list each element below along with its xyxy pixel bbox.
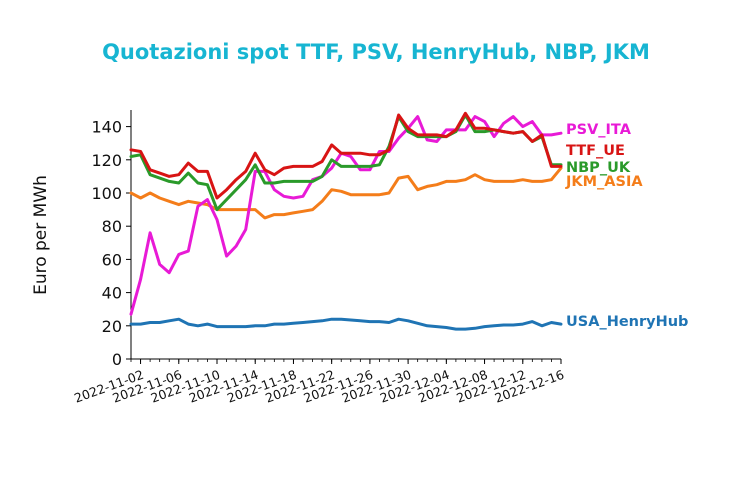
y-axis-label: Euro per MWh (31, 175, 51, 295)
y-tick-label: 80 (102, 217, 122, 236)
series-line-usa-henryhub (129, 317, 563, 331)
series-label-jkm-asia: JKM_ASIA (565, 174, 643, 190)
series-label-ttf-ue: TTF_UE (566, 143, 625, 159)
y-tick-label: 0 (112, 350, 122, 369)
y-tick-label: 140 (91, 118, 122, 137)
series-line-nbp-uk (129, 113, 563, 212)
series-label-psv-ita: PSV_ITA (566, 122, 632, 138)
y-tick-label: 40 (102, 284, 122, 303)
y-tick-label: 60 (102, 250, 122, 269)
series-line-ttf-ue (129, 111, 563, 200)
series-lines (129, 111, 563, 331)
y-tick-label: 100 (91, 184, 122, 203)
y-tick-label: 20 (102, 317, 122, 336)
series-label-nbp-uk: NBP_UK (566, 160, 631, 176)
y-tick-label: 120 (91, 151, 122, 170)
series-label-usa-henryhub: USA_HenryHub (566, 314, 688, 330)
chart-title: Quotazioni spot TTF, PSV, HenryHub, NBP,… (102, 40, 650, 64)
series-line-psv-ita (129, 115, 563, 316)
